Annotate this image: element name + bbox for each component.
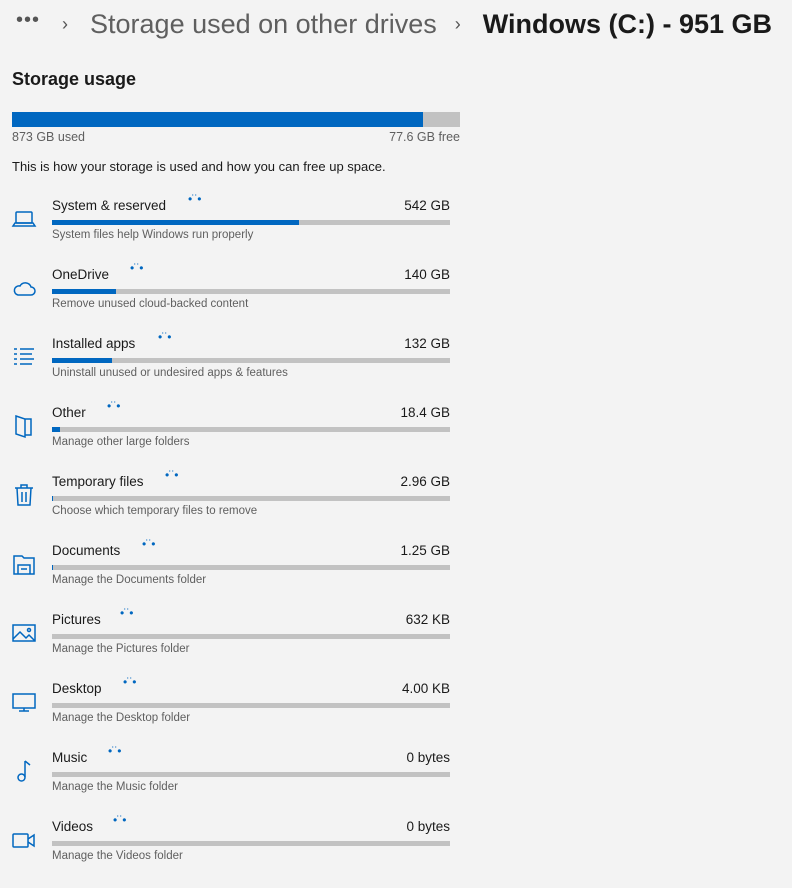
category-usage-bar	[52, 220, 450, 225]
category-size: 542 GB	[404, 198, 450, 213]
description: This is how your storage is used and how…	[12, 159, 386, 174]
category-usage-fill	[52, 358, 112, 363]
used-label: 873 GB used	[12, 130, 85, 144]
category-name: System & reserved	[52, 198, 167, 213]
category-size: 4.00 KB	[401, 681, 450, 696]
loading-spinner-icon: •˙˙•	[142, 537, 155, 551]
free-label: 77.6 GB free	[389, 130, 460, 144]
storage-category-desktop[interactable]: Desktop •˙˙• 4.00 KB Manage the Desktop …	[0, 675, 470, 750]
category-description: Uninstall unused or undesired apps & fea…	[52, 367, 288, 379]
loading-spinner-icon: •˙˙•	[123, 675, 136, 689]
category-size: 2.96 GB	[400, 474, 450, 489]
category-description: Manage the Music folder	[52, 781, 178, 793]
loading-spinner-icon: •˙˙•	[165, 468, 178, 482]
storage-category-system-reserved[interactable]: System & reserved •˙˙• 542 GB System fil…	[0, 192, 470, 267]
category-name: Music	[52, 750, 88, 765]
loading-spinner-icon: •˙˙•	[107, 399, 120, 413]
category-usage-bar	[52, 289, 450, 294]
category-size: 132 GB	[404, 336, 450, 351]
category-usage-fill	[52, 565, 54, 570]
loading-spinner-icon: •˙˙•	[108, 744, 121, 758]
loading-spinner-icon: •˙˙•	[158, 330, 171, 344]
storage-usage-fill	[12, 112, 424, 127]
category-size: 0 bytes	[406, 819, 450, 834]
folder-icon	[15, 414, 32, 439]
more-breadcrumbs-button[interactable]: •••	[16, 8, 41, 31]
storage-category-music[interactable]: Music •˙˙• 0 bytes Manage the Music fold…	[0, 744, 470, 819]
chevron-right-icon: ›	[454, 13, 461, 34]
category-size: 0 bytes	[406, 750, 450, 765]
category-description: Manage the Desktop folder	[52, 712, 191, 724]
category-name: Other	[52, 405, 86, 420]
music-icon	[17, 760, 31, 782]
category-name: Videos	[52, 819, 94, 834]
loading-spinner-icon: •˙˙•	[120, 606, 133, 620]
category-name: Documents	[52, 543, 121, 558]
category-usage-bar	[52, 634, 450, 639]
category-size: 18.4 GB	[400, 405, 450, 420]
cloud-icon	[13, 282, 36, 296]
category-usage-fill	[52, 496, 54, 501]
category-name: Installed apps	[52, 336, 136, 351]
category-usage-fill	[52, 220, 299, 225]
category-description: Choose which temporary files to remove	[52, 505, 258, 517]
category-usage-bar	[52, 703, 450, 708]
category-description: Manage the Videos folder	[52, 850, 183, 862]
category-usage-fill	[52, 289, 116, 294]
storage-category-temporary-files[interactable]: Temporary files •˙˙• 2.96 GB Choose whic…	[0, 468, 470, 543]
breadcrumb-parent[interactable]: Storage used on other drives	[90, 8, 437, 39]
loading-spinner-icon: •˙˙•	[130, 261, 143, 275]
chevron-right-icon: ›	[62, 13, 69, 34]
loading-spinner-icon: •˙˙•	[188, 192, 201, 206]
storage-category-other[interactable]: Other •˙˙• 18.4 GB Manage other large fo…	[0, 399, 470, 474]
category-name: Temporary files	[52, 474, 144, 489]
storage-usage-bar	[12, 112, 460, 127]
pictures-icon	[12, 624, 36, 642]
category-name: OneDrive	[52, 267, 110, 282]
category-size: 140 GB	[404, 267, 450, 282]
videos-icon	[12, 833, 35, 848]
loading-spinner-icon: •˙˙•	[113, 813, 126, 827]
category-description: Manage the Documents folder	[52, 574, 207, 586]
category-description: Manage the Pictures folder	[52, 643, 190, 655]
category-usage-bar	[52, 565, 450, 570]
category-size: 1.25 GB	[400, 543, 450, 558]
category-description: Manage other large folders	[52, 436, 190, 448]
section-heading: Storage usage	[12, 69, 137, 89]
breadcrumb: ••• › Storage used on other drives › Win…	[16, 6, 772, 42]
storage-category-pictures[interactable]: Pictures •˙˙• 632 KB Manage the Pictures…	[0, 606, 470, 681]
category-usage-fill	[52, 427, 60, 432]
trash-icon	[15, 484, 33, 506]
desktop-icon	[12, 693, 36, 712]
category-usage-bar	[52, 841, 450, 846]
category-usage-bar	[52, 427, 450, 432]
storage-category-onedrive[interactable]: OneDrive •˙˙• 140 GB Remove unused cloud…	[0, 261, 470, 336]
category-name: Pictures	[52, 612, 101, 627]
category-size: 632 KB	[405, 612, 450, 627]
laptop-icon	[11, 211, 37, 227]
apps-list-icon	[14, 348, 34, 365]
category-description: Remove unused cloud-backed content	[52, 298, 249, 310]
category-usage-bar	[52, 358, 450, 363]
documents-icon	[13, 555, 35, 575]
category-usage-bar	[52, 772, 450, 777]
storage-category-documents[interactable]: Documents •˙˙• 1.25 GB Manage the Docume…	[0, 537, 470, 612]
category-name: Desktop	[52, 681, 102, 696]
storage-category-installed-apps[interactable]: Installed apps •˙˙• 132 GB Uninstall unu…	[0, 330, 470, 405]
storage-category-videos[interactable]: Videos •˙˙• 0 bytes Manage the Videos fo…	[0, 813, 470, 888]
category-description: System files help Windows run properly	[52, 229, 254, 241]
category-usage-bar	[52, 496, 450, 501]
page-title: Windows (C:) - 951 GB	[482, 8, 772, 39]
